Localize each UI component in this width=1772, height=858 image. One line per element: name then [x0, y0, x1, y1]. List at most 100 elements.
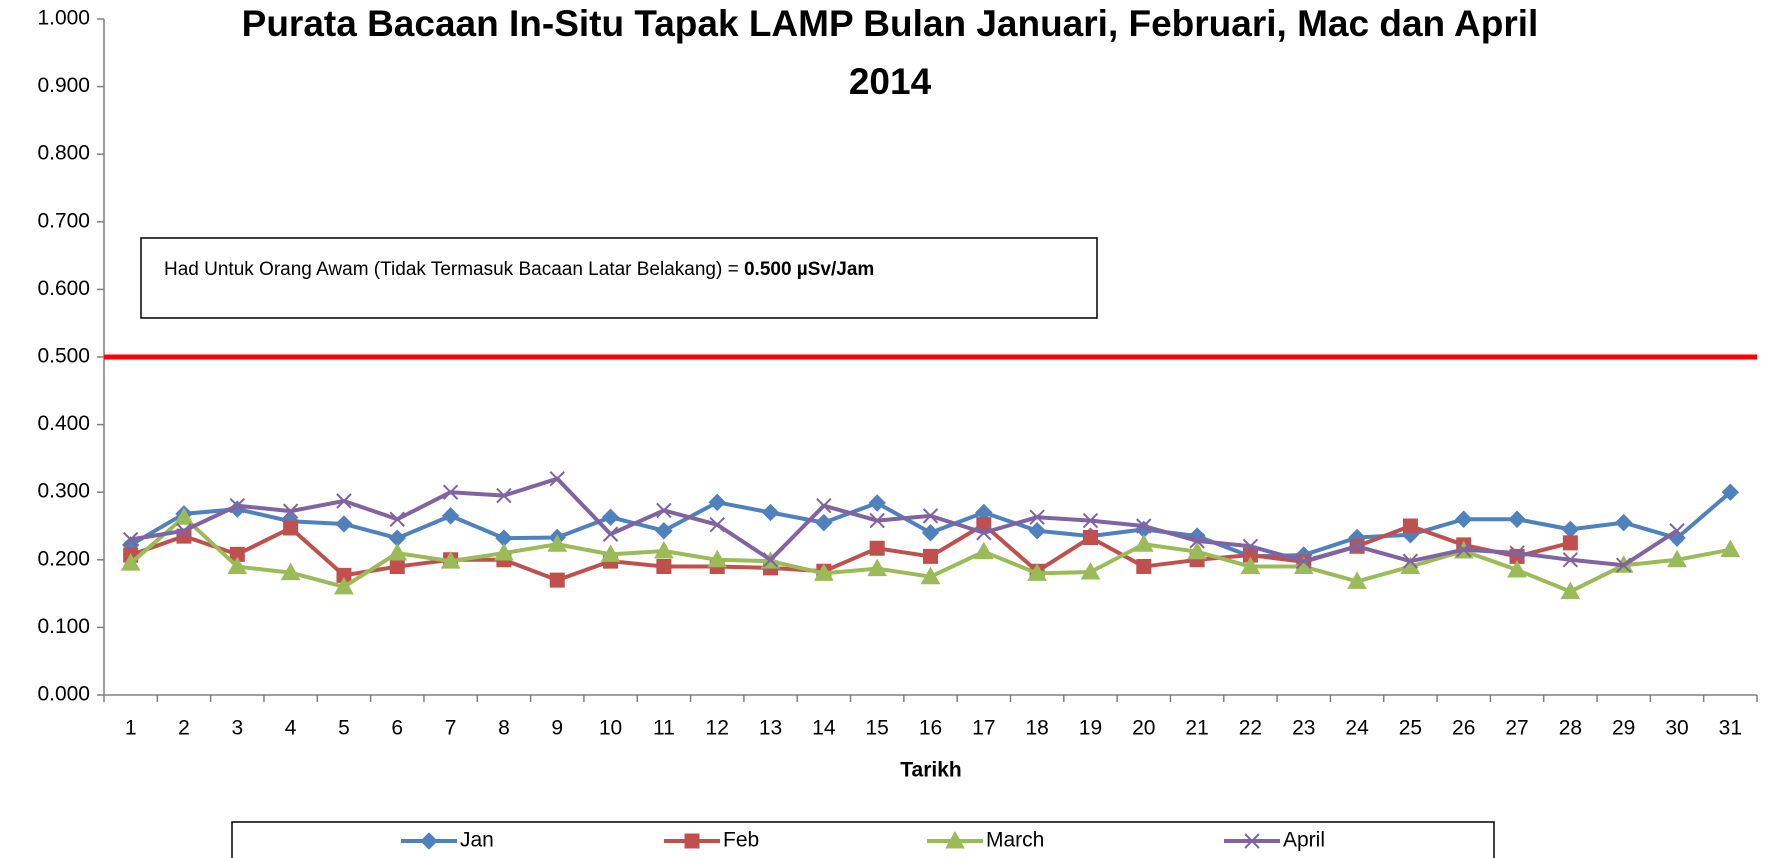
x-tick-label: 12: [706, 717, 729, 740]
data-point: [976, 525, 992, 541]
x-tick-label: 14: [812, 717, 836, 740]
data-point: [1187, 541, 1207, 560]
data-point: [656, 502, 672, 519]
x-tick-label: 2: [178, 717, 190, 740]
y-tick-label: 0.600: [37, 277, 90, 300]
x-tick-label: 8: [498, 717, 510, 740]
annotation-bold: 0.500 µSv/Jam: [744, 259, 874, 280]
data-point: [336, 493, 352, 509]
legend-label: April: [1283, 829, 1325, 852]
y-tick-label: 0.400: [37, 412, 90, 435]
y-tick-label: 0.000: [37, 683, 90, 706]
data-point: [1667, 549, 1687, 568]
data-point: [600, 544, 621, 562]
data-point: [280, 562, 301, 581]
data-point: [654, 540, 674, 559]
data-point: [1560, 581, 1581, 600]
data-point: [867, 558, 888, 577]
x-tick-label: 10: [599, 717, 622, 740]
y-tick-label: 0.300: [37, 480, 90, 503]
data-point: [1082, 512, 1099, 529]
data-point: [1189, 533, 1205, 549]
data-point: [120, 553, 141, 571]
data-point: [816, 498, 832, 514]
data-point: [1347, 571, 1367, 589]
x-tick-label: 22: [1239, 717, 1262, 740]
data-point: [283, 520, 299, 536]
data-point: [1242, 538, 1259, 554]
data-point: [229, 498, 246, 514]
data-point: [1720, 539, 1741, 558]
chart-title: 2014: [849, 61, 932, 102]
annotation: Had Untuk Orang Awam (Tidak Termasuk Bac…: [164, 259, 874, 280]
data-point: [1455, 510, 1473, 528]
data-point: [549, 572, 565, 588]
x-tick-label: 9: [551, 717, 563, 740]
data-point: [814, 563, 834, 581]
x-tick-label: 7: [445, 717, 457, 740]
x-tick-label: 23: [1292, 717, 1315, 740]
data-point: [1669, 523, 1685, 539]
data-point: [762, 552, 779, 568]
x-tick-label: 26: [1452, 717, 1475, 740]
x-tick-label: 31: [1719, 717, 1742, 740]
y-tick-label: 0.100: [37, 615, 90, 638]
x-tick-label: 15: [865, 717, 888, 740]
x-tick-label: 16: [919, 717, 942, 740]
data-point: [1456, 541, 1472, 558]
data-point: [1029, 509, 1045, 525]
data-point: [1136, 559, 1152, 575]
data-point: [389, 559, 405, 575]
x-tick-label: 25: [1399, 717, 1422, 740]
x-tick-label: 20: [1132, 717, 1155, 740]
annotation-box: [140, 237, 1098, 319]
data-point: [496, 487, 512, 504]
data-point: [1136, 518, 1152, 534]
y-tick-label: 0.800: [37, 142, 90, 165]
x-tick-label: 13: [759, 717, 782, 740]
data-point: [229, 546, 245, 562]
data-point: [1296, 553, 1312, 569]
data-point: [709, 516, 725, 533]
x-tick-label: 11: [653, 717, 675, 740]
data-point: [923, 548, 938, 564]
data-point: [655, 522, 673, 540]
x-tick-label: 6: [391, 717, 403, 740]
data-point: [656, 559, 672, 575]
data-point: [176, 523, 192, 539]
y-tick-label: 0.700: [37, 209, 90, 232]
x-tick-label: 19: [1079, 717, 1102, 740]
data-point: [1240, 556, 1261, 575]
x-tick-label: 4: [285, 717, 297, 740]
data-point: [922, 508, 939, 524]
data-point: [1027, 563, 1048, 581]
data-point: [389, 511, 405, 527]
data-point: [335, 515, 353, 533]
data-point: [920, 566, 941, 585]
data-point: [494, 543, 514, 561]
legend-marker: [684, 833, 700, 849]
data-point: [440, 551, 461, 569]
x-axis-title: Tarikh: [900, 759, 961, 782]
data-point: [1402, 553, 1419, 569]
data-point: [1561, 520, 1580, 539]
series-line: [130, 476, 1679, 568]
legend-label: Jan: [460, 829, 494, 852]
data-point: [869, 512, 885, 529]
data-point: [1562, 552, 1579, 568]
x-tick-label: 18: [1025, 717, 1048, 740]
data-point: [921, 524, 940, 542]
data-point: [1508, 510, 1526, 528]
data-point: [1509, 545, 1525, 561]
x-tick-label: 3: [231, 717, 243, 740]
data-point: [1507, 559, 1527, 578]
x-tick-label: 30: [1665, 717, 1688, 740]
data-point: [174, 507, 194, 525]
y-tick-label: 0.900: [37, 74, 90, 97]
data-point: [869, 540, 885, 556]
data-point: [815, 513, 833, 532]
data-point: [1349, 538, 1365, 554]
data-point: [441, 507, 460, 525]
y-tick-label: 0.500: [37, 345, 90, 368]
